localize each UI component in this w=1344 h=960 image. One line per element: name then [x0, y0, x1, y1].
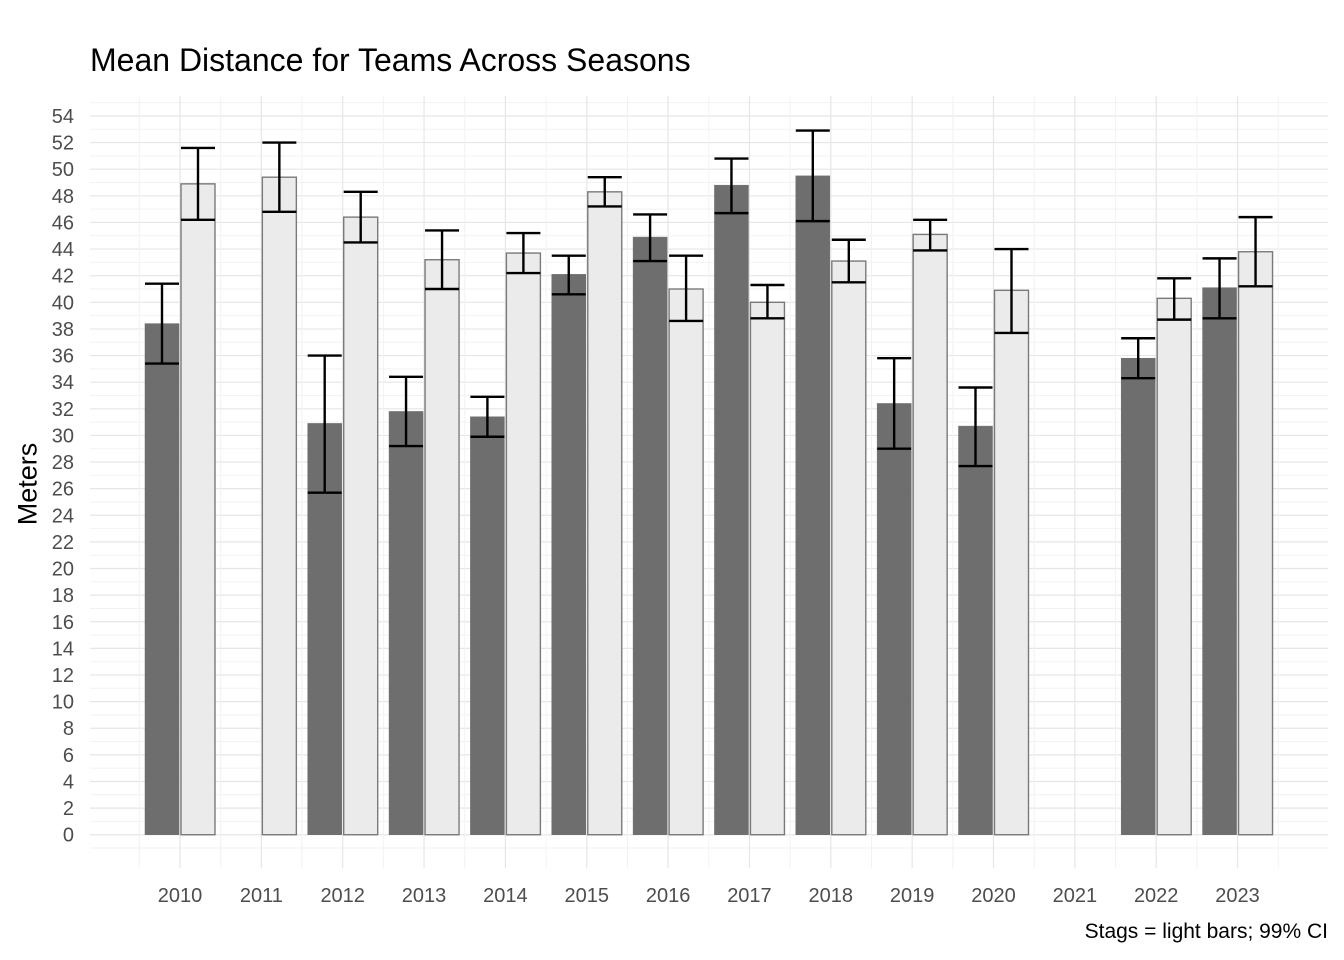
- bar-dark: [1120, 357, 1156, 835]
- bar-dark: [551, 274, 586, 835]
- bar-light: [587, 191, 623, 836]
- y-tick-label: 46: [52, 212, 74, 234]
- y-tick-label: 42: [52, 266, 74, 288]
- y-tick-label: 2: [63, 798, 74, 820]
- bar-light: [749, 301, 786, 836]
- bar-light: [1237, 251, 1274, 836]
- x-tick-label: 2010: [158, 885, 203, 907]
- y-tick-label: 54: [52, 106, 74, 128]
- bar-dark: [714, 184, 749, 835]
- bar-dark: [470, 416, 505, 835]
- x-tick-label: 2015: [565, 885, 610, 907]
- y-tick-label: 44: [52, 239, 74, 261]
- bar-dark: [388, 411, 424, 835]
- y-tick-label: 48: [52, 186, 74, 208]
- y-tick-label: 24: [52, 505, 74, 527]
- y-tick-label: 8: [63, 718, 74, 740]
- x-tick-label: 2016: [646, 885, 691, 907]
- bar-dark: [632, 236, 668, 835]
- y-tick-label: 0: [63, 825, 74, 847]
- x-tick-label: 2013: [402, 885, 447, 907]
- x-tick-label: 2022: [1134, 885, 1179, 907]
- y-tick-label: 10: [52, 692, 74, 714]
- y-tick-label: 18: [52, 585, 74, 607]
- bar-dark: [1202, 287, 1237, 835]
- bar-light: [424, 259, 460, 836]
- chart-title: Mean Distance for Teams Across Seasons: [90, 42, 691, 78]
- y-tick-label: 40: [52, 292, 74, 314]
- bar-light: [831, 260, 867, 836]
- x-tick-label: 2018: [809, 885, 854, 907]
- y-tick-label: 30: [52, 425, 74, 447]
- x-tick-label: 2017: [727, 885, 772, 907]
- x-tick-label: 2019: [890, 885, 935, 907]
- bar-light: [505, 252, 542, 836]
- chart-caption: Stags = light bars; 99% CI: [1084, 920, 1328, 943]
- y-tick-label: 28: [52, 452, 74, 474]
- y-tick-label: 32: [52, 399, 74, 421]
- x-tick-label: 2012: [320, 885, 365, 907]
- bar-light: [343, 216, 379, 836]
- bar-light: [668, 288, 704, 836]
- y-tick-label: 52: [52, 133, 74, 155]
- x-tick-label: 2014: [483, 885, 528, 907]
- bar-light: [993, 289, 1030, 836]
- bar-light: [1156, 297, 1192, 836]
- y-tick-label: 12: [52, 665, 74, 687]
- x-tick-label: 2011: [240, 885, 283, 907]
- y-tick-label: 16: [52, 612, 74, 634]
- bar-light: [180, 183, 216, 836]
- bar-dark: [958, 425, 993, 835]
- x-tick-label: 2020: [971, 885, 1016, 907]
- bar-dark: [795, 175, 831, 835]
- y-tick-label: 50: [52, 159, 74, 181]
- y-tick-label: 4: [63, 771, 74, 793]
- y-tick-label: 26: [52, 479, 74, 501]
- y-tick-label: 22: [52, 532, 74, 554]
- x-tick-label: 2023: [1215, 885, 1260, 907]
- y-tick-label: 34: [52, 372, 74, 394]
- y-tick-label: 6: [63, 745, 74, 767]
- y-tick-label: 36: [52, 346, 74, 368]
- x-tick-label: 2021: [1053, 885, 1098, 907]
- bar-dark: [876, 403, 912, 835]
- bar-dark: [144, 323, 180, 835]
- bar-light: [912, 233, 948, 836]
- bar-light: [261, 176, 298, 836]
- y-tick-label: 14: [52, 638, 74, 660]
- y-tick-label: 20: [52, 559, 74, 581]
- y-tick-label: 38: [52, 319, 74, 341]
